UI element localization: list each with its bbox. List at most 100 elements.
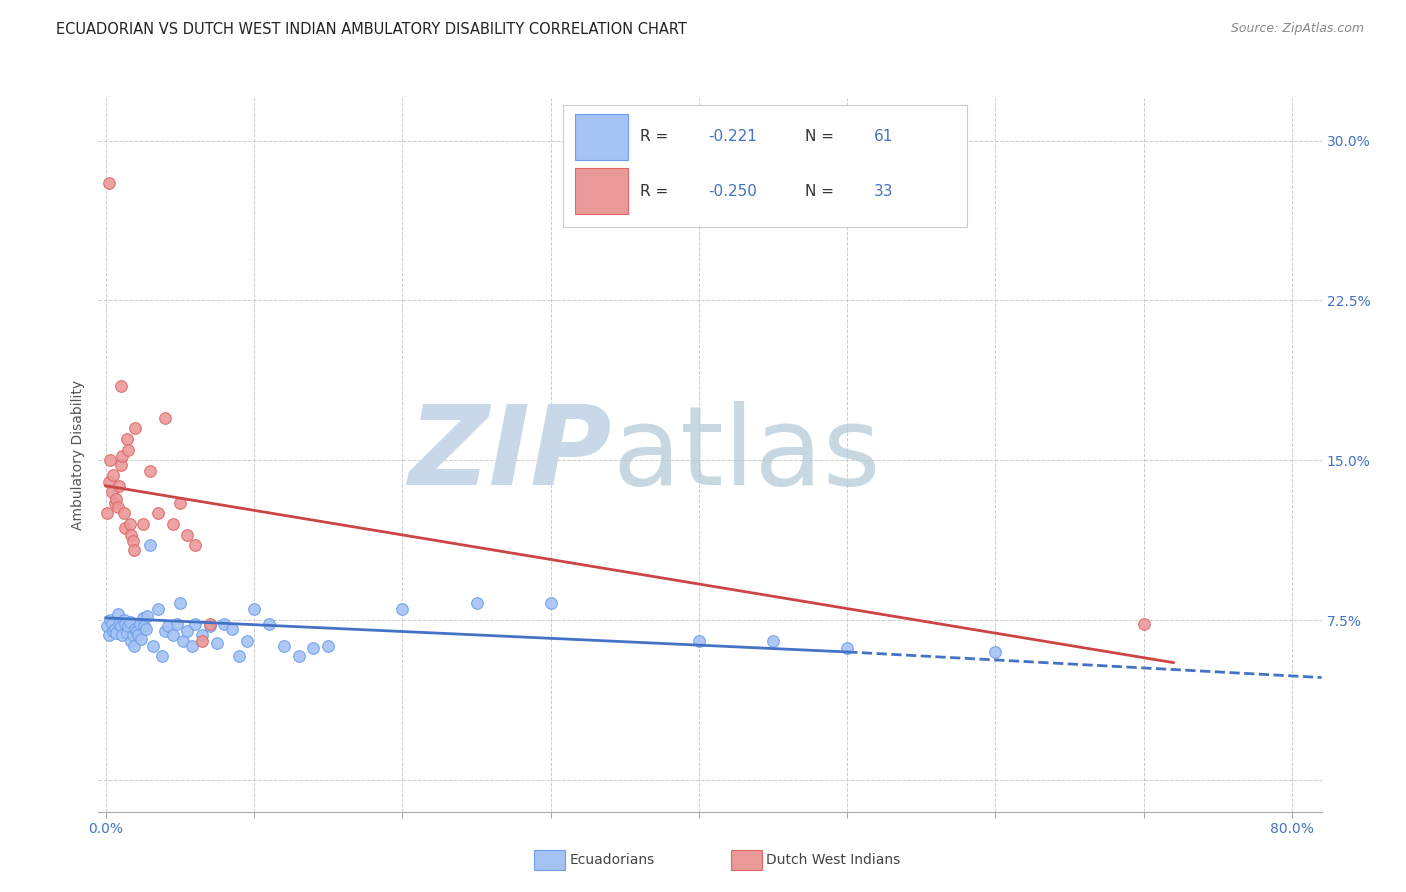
Point — [273, 639, 295, 653]
Text: ZIP: ZIP — [409, 401, 612, 508]
Point — [139, 464, 162, 478]
Point — [114, 521, 136, 535]
Point — [120, 528, 142, 542]
Point — [688, 634, 710, 648]
Point — [205, 636, 228, 650]
Point — [134, 619, 156, 633]
Point — [131, 632, 153, 647]
Point — [198, 617, 221, 632]
Point — [150, 649, 173, 664]
Point — [122, 639, 145, 653]
Point — [465, 596, 488, 610]
Point — [172, 634, 194, 648]
Point — [111, 449, 134, 463]
Point — [136, 608, 159, 623]
Point — [96, 619, 118, 633]
Point — [243, 602, 266, 616]
Point — [191, 634, 214, 648]
Point — [125, 624, 148, 638]
Point — [108, 479, 131, 493]
Point — [117, 619, 139, 633]
Point — [100, 485, 122, 500]
Point — [105, 491, 128, 506]
Point — [127, 628, 149, 642]
Point — [132, 517, 155, 532]
Point — [107, 607, 129, 621]
Point — [302, 640, 325, 655]
Point — [762, 634, 785, 648]
Point — [146, 507, 169, 521]
Point — [837, 640, 859, 655]
Point — [129, 617, 152, 632]
Point — [214, 617, 236, 632]
Point — [169, 596, 191, 610]
Point — [316, 639, 339, 653]
Point — [108, 617, 131, 632]
Point — [97, 475, 120, 489]
Text: Source: ZipAtlas.com: Source: ZipAtlas.com — [1230, 22, 1364, 36]
Point — [235, 634, 257, 648]
Point — [162, 517, 184, 532]
Point — [110, 458, 132, 472]
Point — [180, 639, 202, 653]
Point — [162, 628, 184, 642]
Point — [139, 538, 162, 552]
Point — [103, 468, 125, 483]
Point — [1132, 617, 1154, 632]
Point — [104, 496, 127, 510]
Point — [257, 617, 280, 632]
Point — [121, 534, 143, 549]
Point — [98, 453, 121, 467]
Point — [135, 622, 157, 636]
Point — [120, 634, 142, 648]
Point — [97, 628, 120, 642]
Point — [100, 617, 122, 632]
Point — [984, 645, 1007, 659]
Point — [124, 421, 146, 435]
Point — [184, 617, 207, 632]
Point — [110, 378, 132, 392]
Point — [107, 500, 129, 515]
Point — [114, 617, 136, 632]
Point — [103, 624, 125, 638]
Point — [153, 410, 176, 425]
Point — [198, 619, 221, 633]
Point — [157, 619, 180, 633]
Point — [169, 496, 191, 510]
Point — [115, 432, 138, 446]
Point — [166, 617, 188, 632]
Point — [121, 628, 143, 642]
Point — [122, 542, 145, 557]
Point — [287, 649, 309, 664]
Point — [111, 628, 134, 642]
Point — [228, 649, 250, 664]
Point — [191, 628, 214, 642]
Point — [96, 507, 118, 521]
Point — [146, 602, 169, 616]
Point — [112, 507, 135, 521]
Point — [176, 624, 198, 638]
Y-axis label: Ambulatory Disability: Ambulatory Disability — [72, 380, 86, 530]
Point — [105, 625, 128, 640]
Point — [110, 619, 132, 633]
Point — [98, 613, 121, 627]
Point — [115, 625, 138, 640]
Point — [221, 622, 243, 636]
Point — [391, 602, 413, 616]
Text: atlas: atlas — [612, 401, 880, 508]
Point — [118, 615, 141, 629]
Point — [176, 528, 198, 542]
Text: Ecuadorians: Ecuadorians — [569, 853, 655, 867]
Point — [104, 622, 127, 636]
Point — [184, 538, 207, 552]
Point — [118, 517, 141, 532]
Point — [97, 177, 120, 191]
Text: Dutch West Indians: Dutch West Indians — [766, 853, 900, 867]
Point — [540, 596, 562, 610]
Point — [142, 639, 165, 653]
Point — [112, 613, 135, 627]
Text: ECUADORIAN VS DUTCH WEST INDIAN AMBULATORY DISABILITY CORRELATION CHART: ECUADORIAN VS DUTCH WEST INDIAN AMBULATO… — [56, 22, 688, 37]
Point — [117, 442, 139, 457]
Point — [153, 624, 176, 638]
Point — [124, 622, 146, 636]
